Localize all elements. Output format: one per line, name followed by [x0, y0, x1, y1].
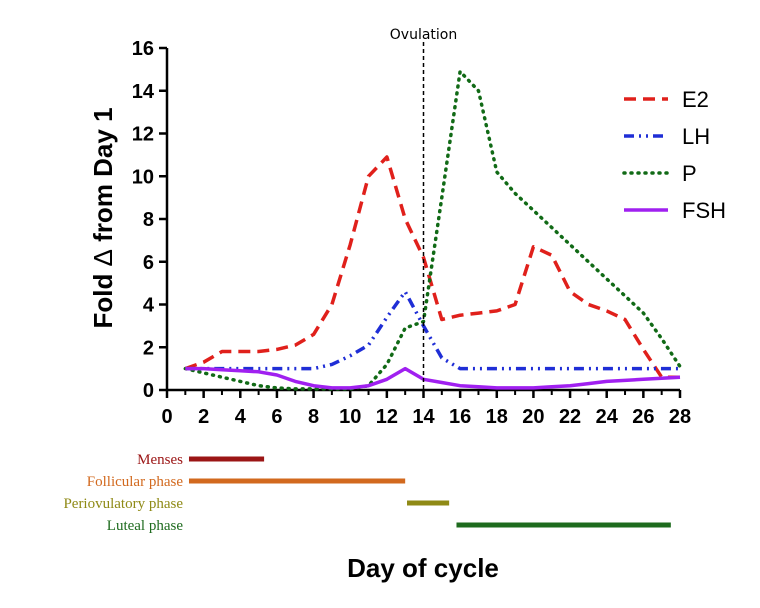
phase-label-1: Menses — [137, 452, 183, 468]
y-tick-label: 4 — [143, 295, 155, 317]
x-tick-label: 18 — [486, 406, 508, 428]
y-tick-label: 10 — [132, 166, 154, 188]
y-tick-label: 14 — [132, 81, 155, 103]
x-tick-label: 14 — [412, 406, 435, 428]
x-tick-label: 4 — [235, 406, 247, 428]
annotations: Ovulation — [390, 27, 457, 390]
x-tick-label: 20 — [522, 406, 544, 428]
x-tick-label: 0 — [161, 406, 172, 428]
x-tick-label: 10 — [339, 406, 361, 428]
y-tick-label: 0 — [143, 380, 154, 402]
x-tick-label: 2 — [198, 406, 209, 428]
y-axis-title: Fold Δ from Day 1 — [88, 107, 118, 328]
y-tick-label: 12 — [132, 124, 154, 146]
series-line-p — [183, 69, 682, 391]
phase-label-2: Follicular phase — [87, 474, 184, 490]
series-line-e2 — [184, 155, 680, 379]
x-tick-label: 28 — [669, 406, 691, 428]
legend-label-fsh: FSH — [682, 198, 726, 223]
y-tick-label: 2 — [143, 337, 154, 359]
y-tick-label: 8 — [143, 209, 154, 231]
x-axis-title: Day of cycle — [347, 553, 499, 583]
legend: E2 LH P FSH — [622, 87, 726, 223]
x-tick-label: 8 — [308, 406, 319, 428]
phase-label-3: Periovulatory phase — [63, 496, 183, 512]
legend-label-e2: E2 — [682, 87, 709, 112]
x-tick-label: 22 — [559, 406, 581, 428]
series-line-lh — [185, 289, 680, 371]
phase-label-4: Luteal phase — [107, 518, 184, 534]
ovulation-label: Ovulation — [390, 27, 457, 43]
phase-bars: Menses Follicular phase Periovulatory phas… — [63, 452, 671, 534]
y-tick-label: 6 — [143, 252, 154, 274]
legend-label-p: P — [682, 161, 697, 186]
series-lines — [183, 69, 682, 391]
x-tick-label: 24 — [596, 406, 619, 428]
x-tick-label: 6 — [271, 406, 282, 428]
y-tick-label: 16 — [132, 38, 154, 60]
x-tick-label: 26 — [632, 406, 654, 428]
x-tick-label: 16 — [449, 406, 471, 428]
legend-label-lh: LH — [682, 124, 710, 149]
series-line-fsh — [185, 366, 681, 390]
x-tick-label: 12 — [376, 406, 398, 428]
